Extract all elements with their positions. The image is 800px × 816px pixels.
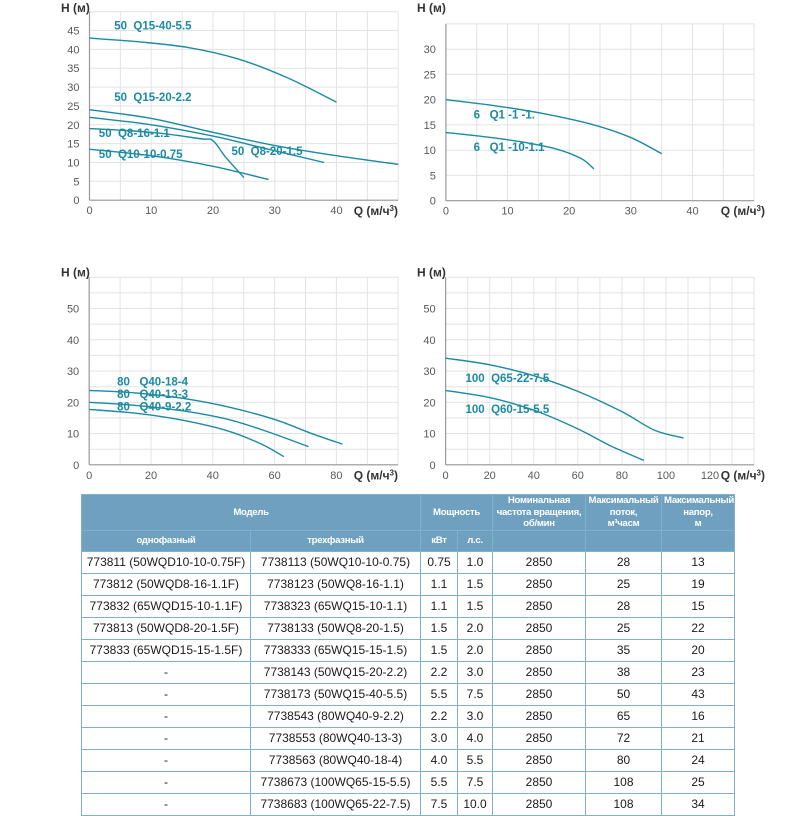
- svg-text:0: 0: [73, 195, 79, 207]
- svg-text:15: 15: [67, 139, 79, 151]
- svg-text:H (м): H (м): [61, 1, 90, 15]
- svg-text:50: 50: [67, 304, 79, 316]
- svg-text:0: 0: [86, 470, 92, 482]
- svg-text:20: 20: [424, 95, 436, 107]
- svg-text:0: 0: [429, 460, 435, 472]
- svg-text:Q (м/ч3): Q (м/ч3): [721, 469, 765, 483]
- svg-text:30: 30: [269, 205, 281, 217]
- svg-text:20: 20: [145, 470, 157, 482]
- svg-text:45: 45: [67, 26, 79, 38]
- svg-text:30: 30: [625, 206, 637, 218]
- svg-text:Q (м/ч3): Q (м/ч3): [354, 469, 398, 483]
- svg-text:40: 40: [67, 335, 79, 347]
- svg-text:30: 30: [424, 44, 436, 56]
- svg-text:50 Q8-20-1.5: 50 Q8-20-1.5: [232, 146, 304, 158]
- svg-text:20: 20: [563, 206, 575, 218]
- svg-text:5: 5: [73, 176, 79, 188]
- svg-text:25: 25: [424, 69, 436, 81]
- svg-text:80: 80: [330, 470, 342, 482]
- svg-text:30: 30: [67, 82, 79, 94]
- svg-text:10: 10: [424, 145, 436, 157]
- svg-text:40: 40: [207, 470, 219, 482]
- svg-text:6 Q1 -10-1.1: 6 Q1 -10-1.1: [474, 142, 546, 154]
- svg-text:25: 25: [67, 101, 79, 113]
- svg-text:60: 60: [268, 470, 280, 482]
- svg-text:H (м): H (м): [61, 266, 90, 280]
- svg-text:0: 0: [86, 205, 92, 217]
- svg-text:50 Q15-40-5.5: 50 Q15-40-5.5: [114, 20, 192, 32]
- svg-text:40: 40: [330, 205, 342, 217]
- svg-text:Q (м/ч3): Q (м/ч3): [354, 204, 398, 218]
- svg-text:10: 10: [145, 205, 157, 217]
- svg-text:30: 30: [67, 366, 79, 378]
- svg-text:20: 20: [207, 205, 219, 217]
- svg-text:80: 80: [616, 470, 628, 482]
- svg-text:100 Q60-15-5.5: 100 Q60-15-5.5: [466, 404, 550, 416]
- svg-text:60: 60: [572, 470, 584, 482]
- svg-text:20: 20: [484, 470, 496, 482]
- svg-text:0: 0: [443, 206, 449, 218]
- svg-text:0: 0: [430, 196, 436, 208]
- svg-text:50 Q10-10-0.75: 50 Q10-10-0.75: [99, 149, 183, 161]
- svg-text:80 Q40-13-3: 80 Q40-13-3: [117, 389, 188, 401]
- svg-text:0: 0: [73, 460, 79, 472]
- svg-text:10: 10: [67, 158, 79, 170]
- svg-text:0: 0: [443, 470, 449, 482]
- svg-text:H (м): H (м): [417, 1, 446, 15]
- svg-text:20: 20: [423, 397, 435, 409]
- svg-text:40: 40: [67, 44, 79, 56]
- svg-text:20: 20: [67, 120, 79, 132]
- svg-text:5: 5: [430, 170, 436, 182]
- svg-text:20: 20: [67, 397, 79, 409]
- svg-text:10: 10: [423, 429, 435, 441]
- svg-text:10: 10: [67, 429, 79, 441]
- svg-text:6 Q1 -1 -1.: 6 Q1 -1 -1.: [474, 109, 535, 121]
- svg-text:100: 100: [657, 470, 675, 482]
- svg-text:Q (м/ч3): Q (м/ч3): [721, 204, 765, 218]
- svg-text:50 Q8-16-1.1: 50 Q8-16-1.1: [99, 128, 171, 140]
- svg-text:10: 10: [501, 206, 513, 218]
- svg-text:40: 40: [528, 470, 540, 482]
- svg-text:H (м): H (м): [417, 266, 446, 280]
- svg-text:100 Q65-22-7.5: 100 Q65-22-7.5: [466, 373, 550, 385]
- svg-text:15: 15: [424, 120, 436, 132]
- svg-text:40: 40: [423, 335, 435, 347]
- svg-text:80 Q40-18-4: 80 Q40-18-4: [117, 377, 189, 389]
- svg-text:50 Q15-20-2.2: 50 Q15-20-2.2: [114, 92, 191, 104]
- svg-text:30: 30: [423, 366, 435, 378]
- svg-text:120: 120: [701, 470, 719, 482]
- svg-text:40: 40: [686, 206, 698, 218]
- svg-text:80 Q40-9-2.2: 80 Q40-9-2.2: [117, 402, 191, 414]
- svg-text:35: 35: [67, 63, 79, 75]
- svg-text:50: 50: [423, 304, 435, 316]
